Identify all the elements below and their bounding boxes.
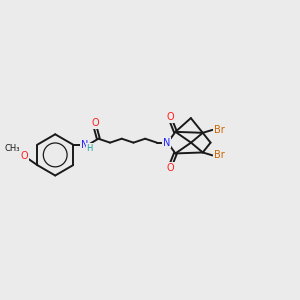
- Text: Br: Br: [214, 150, 225, 161]
- Text: O: O: [167, 163, 174, 173]
- Text: O: O: [21, 152, 28, 161]
- Text: N: N: [163, 138, 170, 148]
- Text: O: O: [167, 112, 174, 122]
- Text: CH₃: CH₃: [4, 144, 20, 153]
- Text: Br: Br: [214, 125, 225, 135]
- Text: N: N: [81, 140, 88, 150]
- Text: H: H: [86, 144, 93, 153]
- Text: O: O: [92, 118, 99, 128]
